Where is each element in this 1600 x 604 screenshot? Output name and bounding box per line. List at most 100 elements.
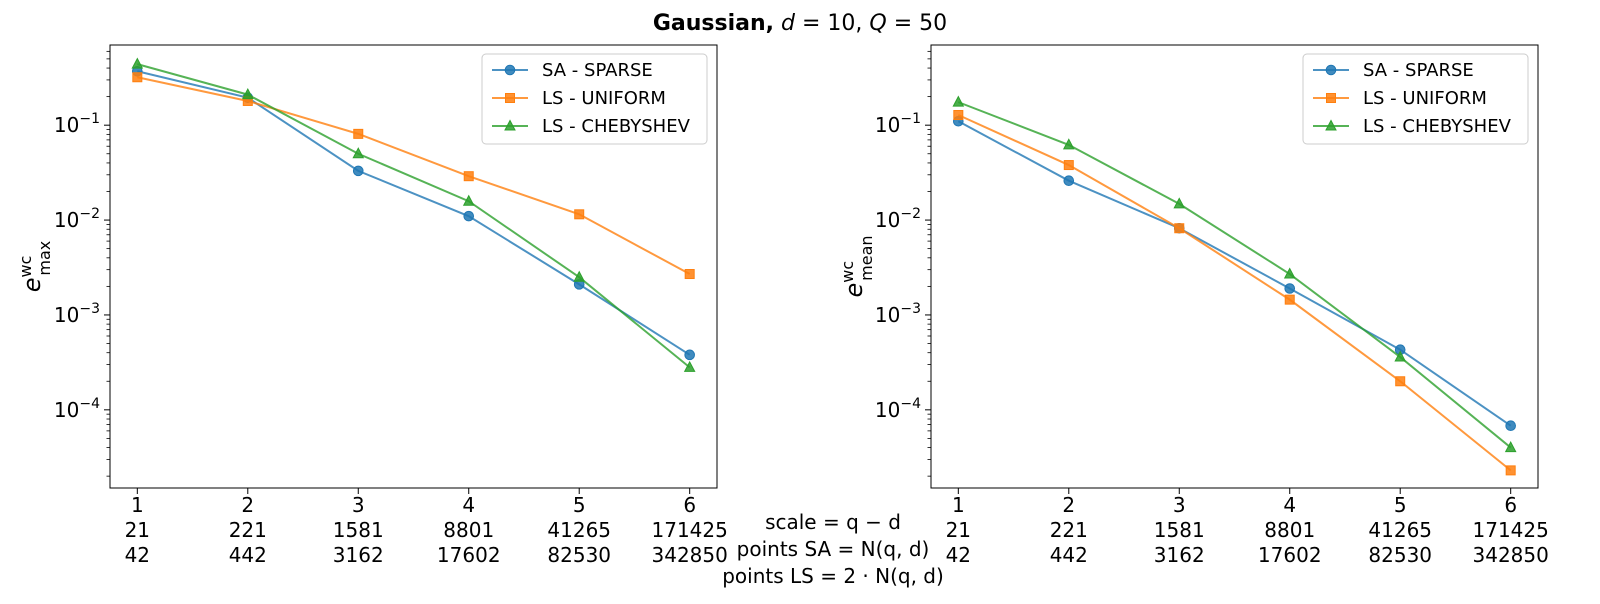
legend-label: SA - SPARSE [1363, 60, 1474, 81]
data-point [1505, 465, 1516, 476]
data-point [132, 72, 143, 83]
x-tick-label: 21 [946, 518, 971, 542]
data-point [241, 88, 254, 100]
x-tick-label: 442 [1050, 543, 1088, 567]
y-tick-label: 10−3 [54, 301, 100, 327]
data-point [352, 165, 364, 177]
legend-label: LS - UNIFORM [542, 88, 666, 109]
data-point [1504, 441, 1517, 453]
y-axis-label: ewcmax [16, 241, 54, 293]
series-ls-uniform [132, 72, 695, 280]
x-tick-label: 5 [1394, 493, 1407, 517]
x-tick-label: 442 [229, 543, 267, 567]
x-tick-label: 1 [952, 493, 965, 517]
caption-points-ls: points LS = 2 · N(q, d) [722, 564, 944, 588]
legend-label: SA - SPARSE [542, 60, 653, 81]
y-tick-label: 10−1 [54, 111, 100, 137]
series-ls-chebyshev [131, 57, 696, 372]
x-tick-label: 42 [125, 543, 150, 567]
x-tick-label: 41265 [1368, 518, 1432, 542]
data-point [1283, 267, 1296, 279]
data-point [131, 57, 144, 69]
x-tick-label: 6 [1504, 493, 1517, 517]
series-sa-sparse [953, 115, 1516, 432]
data-point [683, 360, 696, 372]
x-tick-label: 17602 [437, 543, 501, 567]
figure-title: Gaussian, d = 10, Q = 50 [653, 11, 947, 36]
x-tick-label: 3162 [1154, 543, 1205, 567]
legend-label: LS - UNIFORM [1363, 88, 1487, 109]
data-point [574, 209, 585, 220]
x-tick-label: 17602 [1258, 543, 1322, 567]
data-point [1395, 376, 1406, 387]
series-ls-uniform [953, 110, 1516, 476]
data-point [463, 210, 475, 222]
data-point [1062, 138, 1075, 150]
series-line [137, 63, 691, 369]
y-tick-label: 10−2 [875, 206, 921, 232]
data-point [953, 110, 964, 121]
series-line [957, 101, 1512, 449]
data-point [1173, 197, 1186, 209]
x-tick-label: 8801 [1264, 518, 1315, 542]
x-tick-label: 5 [573, 493, 586, 517]
x-tick-label: 171425 [652, 518, 728, 542]
x-tick-label: 3 [1173, 493, 1186, 517]
data-point [684, 269, 695, 280]
x-tick-label: 342850 [1473, 543, 1549, 567]
legend-marker [1326, 93, 1336, 103]
data-point [1174, 223, 1185, 234]
x-tick-label: 1581 [1154, 518, 1205, 542]
data-point [1063, 175, 1075, 186]
caption-points-sa: points SA = N(q, d) [737, 537, 930, 561]
y-tick-label: 10−4 [875, 396, 921, 422]
x-tick-label: 4 [1283, 493, 1296, 517]
x-tick-label: 1581 [333, 518, 384, 542]
data-point [1284, 294, 1295, 305]
x-tick-label: 41265 [547, 518, 611, 542]
x-tick-label: 221 [229, 518, 267, 542]
legend-box [481, 53, 708, 145]
x-tick-label: 342850 [652, 543, 728, 567]
axis-rows-caption: scale = q − d points SA = N(q, d) points… [722, 510, 944, 588]
data-point [1284, 283, 1296, 294]
x-tick-label: 82530 [1368, 543, 1432, 567]
x-tick-label: 42 [946, 543, 971, 567]
x-tick-label: 21 [125, 518, 150, 542]
x-tick-label: 8801 [443, 518, 494, 542]
y-tick-label: 10−1 [875, 111, 921, 137]
x-tick-label: 6 [683, 493, 696, 517]
x-tick-label: 82530 [547, 543, 611, 567]
legend-marker [1325, 64, 1337, 76]
x-tick-label: 1 [131, 493, 144, 517]
x-tick-label: 171425 [1473, 518, 1549, 542]
x-tick-label: 2 [1062, 493, 1075, 517]
x-tick-label: 2 [241, 493, 254, 517]
data-point [1505, 420, 1516, 432]
legend-marker [1325, 119, 1337, 131]
data-point [684, 349, 695, 361]
x-tick-label: 3 [352, 493, 365, 517]
data-point [1394, 350, 1407, 362]
plot-frame [109, 44, 718, 489]
data-point [952, 95, 965, 107]
data-point [1063, 160, 1074, 171]
data-point [352, 147, 365, 159]
y-axis-label: ewcmean [838, 235, 876, 297]
x-tick-label: 4 [462, 493, 475, 517]
y-tick-label: 10−3 [875, 301, 921, 327]
series-ls-chebyshev [952, 95, 1517, 453]
legend: SA - SPARSE LS - UNIFORM LS - CHEBYSHEV [481, 53, 708, 145]
legend-marker [504, 64, 516, 76]
data-point [462, 194, 475, 206]
series-line [957, 114, 1512, 472]
x-tick-label: 3162 [333, 543, 384, 567]
legend-marker [505, 93, 515, 103]
legend-box [1302, 53, 1529, 145]
data-point [353, 128, 364, 139]
series-line [957, 120, 1512, 427]
caption-scale: scale = q − d [765, 510, 901, 534]
legend-label: LS - CHEBYSHEV [1363, 116, 1512, 137]
